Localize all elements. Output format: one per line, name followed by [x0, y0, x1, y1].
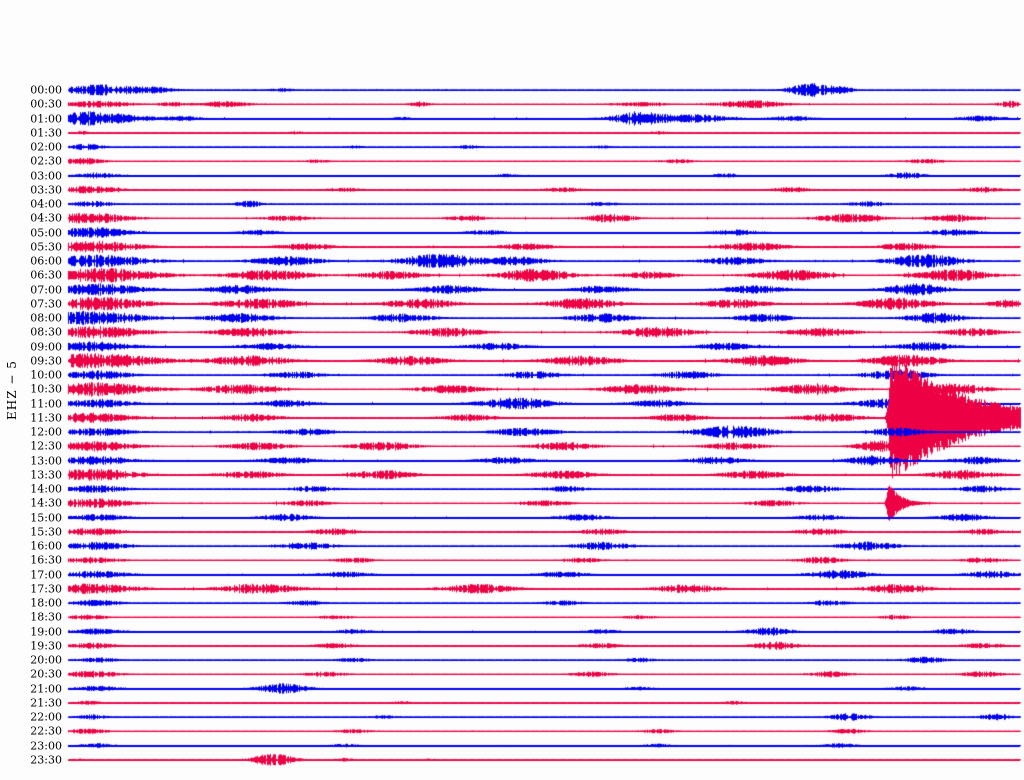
time-axis-label: 19:00 — [30, 625, 62, 638]
time-axis-label: 12:00 — [30, 425, 62, 439]
time-axis-label: 04:00 — [30, 197, 62, 211]
time-axis-label: 10:00 — [30, 368, 62, 382]
time-axis-label: 00:30 — [30, 97, 62, 111]
time-axis-label: 13:30 — [30, 468, 62, 482]
time-axis-label: 04:30 — [30, 211, 62, 225]
time-axis-label: 18:30 — [30, 610, 62, 624]
time-axis-label: 16:00 — [30, 539, 62, 553]
time-axis-label: 19:30 — [30, 639, 62, 653]
time-axis-label: 13:00 — [30, 454, 62, 467]
time-axis-label: 07:30 — [30, 297, 62, 311]
time-axis-label: 08:30 — [30, 325, 62, 339]
time-axis-label: 03:00 — [30, 169, 62, 182]
time-axis-label: 11:00 — [30, 397, 62, 410]
time-axis-label: 15:00 — [30, 511, 62, 524]
time-axis-label: 23:30 — [30, 753, 62, 767]
time-axis-label: 12:30 — [30, 439, 62, 453]
time-axis-label: 06:00 — [30, 254, 62, 268]
time-axis-label: 01:00 — [30, 112, 62, 125]
time-axis-label: 05:00 — [30, 226, 62, 239]
time-axis-label: 21:30 — [30, 696, 62, 710]
time-axis-label: 07:00 — [30, 283, 62, 296]
time-axis-label: 03:30 — [30, 183, 62, 197]
time-axis-label: 23:00 — [30, 739, 62, 752]
time-axis-label: 17:30 — [30, 582, 62, 596]
time-axis-label: 15:30 — [30, 525, 62, 539]
time-axis-label: 16:30 — [30, 553, 62, 567]
time-axis-label: 14:30 — [30, 496, 62, 510]
time-axis-label: 10:30 — [30, 382, 62, 396]
time-axis: 00:00 00:30 01:00 01:30 02:00 02:30 03:00 03:30… — [0, 0, 66, 780]
time-axis-label: 09:30 — [30, 354, 62, 368]
time-axis-label: 21:00 — [30, 682, 62, 695]
time-axis-label: 08:00 — [30, 311, 62, 325]
time-axis-label: 06:30 — [30, 268, 62, 282]
time-axis-label: 02:00 — [30, 140, 62, 154]
time-axis-label: 00:00 — [30, 83, 62, 97]
time-axis-label: 22:30 — [30, 724, 62, 738]
time-axis-label: 11:30 — [30, 411, 62, 425]
time-axis-label: 22:00 — [30, 710, 62, 724]
channel-axis-label: EHZ − 5 — [5, 360, 19, 420]
time-axis-label: 20:00 — [30, 653, 62, 667]
time-axis-label: 01:30 — [30, 126, 62, 140]
time-axis-label: 18:00 — [30, 596, 62, 610]
time-axis-label: 14:00 — [30, 482, 62, 496]
time-axis-label: 17:00 — [30, 568, 62, 581]
time-axis-label: 05:30 — [30, 240, 62, 254]
time-axis-label: 02:30 — [30, 154, 62, 168]
time-axis-label: 20:30 — [30, 667, 62, 681]
time-axis-label: 09:00 — [30, 340, 62, 353]
